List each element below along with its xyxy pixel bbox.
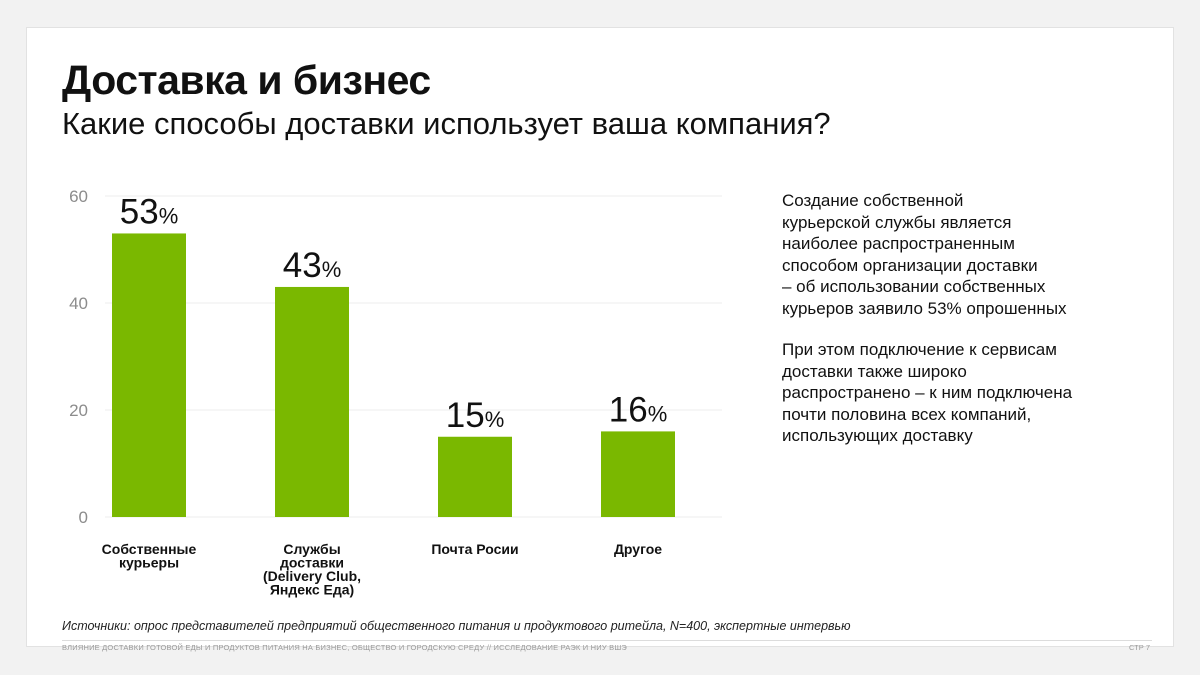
commentary-paragraph-2: При этом подключение к сервисам доставки… — [782, 340, 1073, 445]
category-label: доставки — [280, 555, 344, 571]
page-subtitle: Какие способы доставки использует ваша к… — [62, 106, 831, 141]
category-label: Почта Росии — [431, 541, 518, 557]
category-label: Яндекс Еда) — [270, 582, 354, 598]
bar-value-percent: % — [322, 257, 342, 282]
y-tick-label: 60 — [69, 187, 88, 206]
bar-value-label: 15% — [446, 396, 505, 435]
bar-value-label: 53% — [120, 192, 179, 231]
bar-value-label: 16% — [609, 390, 668, 429]
commentary-paragraph-1: Создание собственной курьерской службы я… — [782, 191, 1067, 318]
y-tick-label: 0 — [79, 508, 88, 527]
bar — [275, 286, 349, 517]
bar-value-percent: % — [485, 407, 505, 432]
category-label: Другое — [614, 541, 662, 557]
bar-value-percent: % — [648, 401, 668, 426]
bar-value-number: 53 — [120, 192, 159, 231]
category-label: (Delivery Club, — [263, 568, 361, 584]
bar — [438, 436, 512, 517]
bar — [112, 233, 186, 517]
bar-value-number: 43 — [283, 246, 322, 285]
footer-caption: ВЛИЯНИЕ ДОСТАВКИ ГОТОВОЙ ЕДЫ И ПРОДУКТОВ… — [62, 643, 627, 652]
bar-value-number: 15 — [446, 396, 485, 435]
footer-divider — [62, 640, 1152, 641]
slide-card — [26, 27, 1174, 647]
page-title: Доставка и бизнес — [62, 57, 431, 103]
y-tick-label: 20 — [69, 401, 88, 420]
category-label: Службы — [283, 541, 340, 557]
bar — [601, 431, 675, 517]
category-label: курьеры — [119, 555, 179, 571]
side-commentary: Создание собственной курьерской службы я… — [782, 190, 1142, 467]
bar-value-number: 16 — [609, 390, 648, 429]
category-label: Собственные — [102, 541, 197, 557]
source-note: Источники: опрос представителей предприя… — [62, 619, 851, 633]
y-tick-label: 40 — [69, 294, 88, 313]
bar-value-label: 43% — [283, 246, 342, 285]
page-number: СТР 7 — [1128, 643, 1150, 652]
bar-value-percent: % — [159, 203, 179, 228]
